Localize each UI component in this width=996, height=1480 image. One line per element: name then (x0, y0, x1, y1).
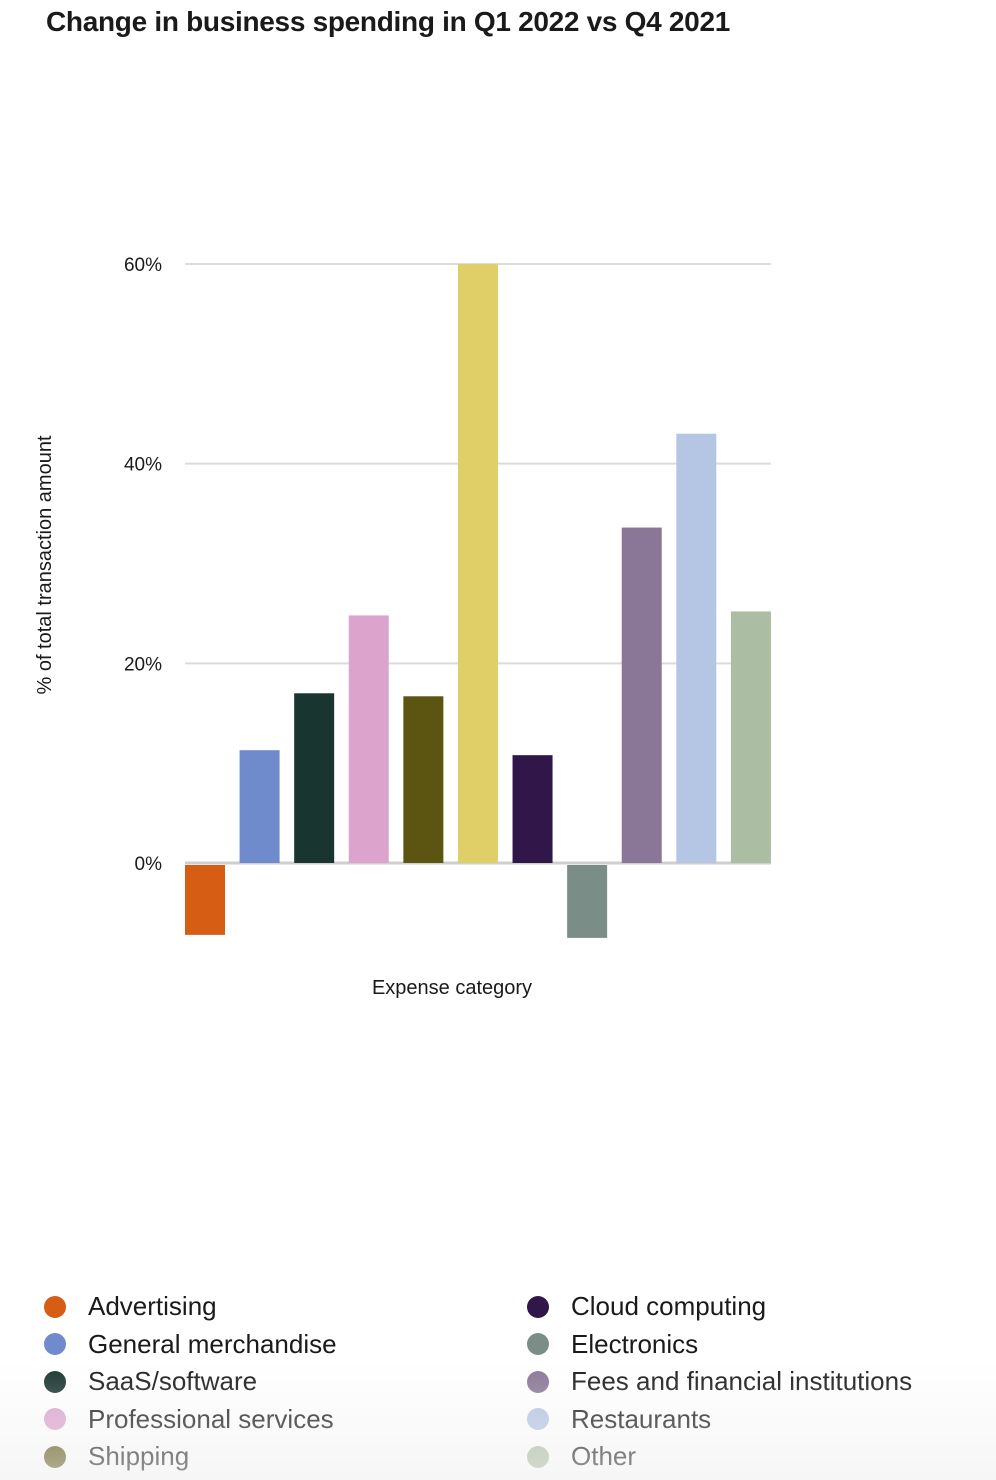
bar (621, 527, 662, 863)
legend-swatch (44, 1333, 66, 1356)
y-tick-label: 0% (135, 854, 163, 875)
legend-item: Cloud computing (527, 1288, 964, 1326)
bar-chart: 0% 20% 40% 60% Expense category % of total tr… (34, 255, 771, 999)
legend-item: Shipping (44, 1438, 527, 1476)
bar (185, 865, 225, 935)
legend-label: Cloud computing (571, 1291, 767, 1322)
y-axis-label: % of total transaction amount (34, 435, 56, 694)
legend-label: SaaS/software (88, 1366, 258, 1397)
y-tick-label: 60% (124, 255, 162, 276)
legend-item: SaaS/software (44, 1363, 527, 1401)
legend-swatch (44, 1408, 66, 1431)
legend-swatch (527, 1370, 549, 1393)
legend-label: Restaurants (571, 1403, 712, 1434)
legend-item: Restaurants (527, 1401, 964, 1439)
bar (348, 615, 389, 863)
bar (457, 264, 498, 863)
legend-swatch (44, 1295, 66, 1318)
legend-swatch (44, 1370, 66, 1393)
legend-item: Advertising (44, 1288, 527, 1326)
legend-item: Other (527, 1438, 964, 1476)
y-tick-label: 40% (124, 455, 162, 476)
bar (512, 755, 553, 863)
legend-item: Professional services (44, 1401, 527, 1439)
bar (676, 433, 717, 863)
bar (567, 865, 608, 938)
legend-label: General merchandise (88, 1328, 337, 1359)
bar (403, 696, 444, 863)
legend-swatch (527, 1408, 549, 1431)
legend-label: Other (571, 1441, 637, 1472)
legend-item: Fees and financial institutions (527, 1363, 964, 1401)
legend-label: Fees and financial institutions (571, 1366, 913, 1397)
legend-label: Advertising (88, 1291, 217, 1322)
legend-label: Shipping (88, 1441, 190, 1472)
chart-title: Change in business spending in Q1 2022 v… (46, 6, 731, 37)
bar (239, 750, 280, 863)
bar (294, 693, 335, 863)
bar (730, 611, 771, 863)
legend-label: Professional services (88, 1403, 334, 1434)
legend-item: General merchandise (44, 1326, 527, 1364)
legend-label: Electronics (571, 1328, 699, 1359)
y-tick-label: 20% (124, 654, 162, 675)
chart-legend: Advertising General merchandise SaaS/softw… (44, 1288, 964, 1476)
legend-swatch (527, 1333, 549, 1356)
legend-swatch (44, 1445, 66, 1468)
x-axis-label: Expense category (372, 977, 532, 999)
legend-item: Electronics (527, 1326, 964, 1364)
legend-swatch (527, 1295, 549, 1318)
legend-swatch (527, 1445, 549, 1468)
